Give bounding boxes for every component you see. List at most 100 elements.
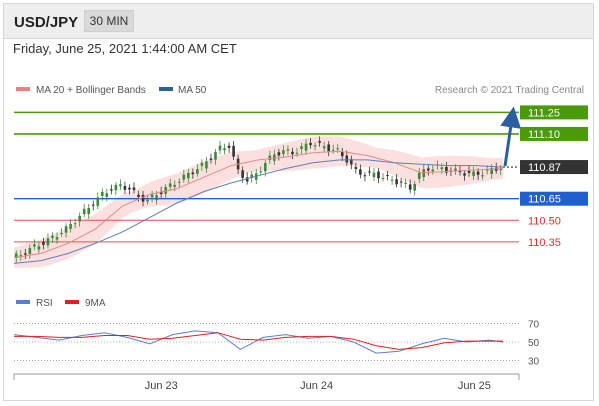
- level-label-110.65: 110.65: [528, 194, 561, 206]
- candle-body: [445, 166, 448, 173]
- price-labels: 111.25 111.10 110.65 110.50 110.35 110.87: [520, 105, 588, 249]
- legend-9ma-swatch: [65, 300, 79, 304]
- candle-body: [295, 152, 299, 154]
- candle-body: [490, 167, 493, 174]
- candle-body: [472, 171, 475, 176]
- legend-ma50-swatch: [159, 87, 173, 91]
- candle-body: [245, 177, 249, 182]
- candle-body: [282, 150, 285, 154]
- candle-body: [309, 142, 312, 146]
- candle-body: [277, 152, 281, 156]
- level-label-111.25: 111.25: [528, 107, 560, 119]
- level-tag-111.25: [520, 105, 588, 120]
- chart-header: USD/JPY 30 MIN: [4, 4, 593, 39]
- candle-body: [60, 233, 63, 235]
- candle-body: [458, 170, 462, 173]
- candles: [14, 136, 503, 263]
- candle-body: [78, 215, 81, 222]
- x-tick-label: Jun 24: [300, 380, 333, 392]
- candle-body: [114, 184, 118, 191]
- x-tick-label: Jun 25: [458, 380, 491, 392]
- candle-body: [159, 191, 163, 195]
- candle-body: [100, 191, 104, 196]
- candle-body: [14, 253, 18, 258]
- candle-body: [91, 204, 95, 206]
- candle-body: [55, 237, 59, 240]
- candle-body: [64, 226, 68, 233]
- candle-body: [173, 184, 177, 187]
- candle-body: [187, 173, 190, 179]
- rsi-level-label: 50: [528, 338, 540, 349]
- candle-body: [259, 171, 263, 173]
- legend-rsi-label: RSI: [36, 298, 53, 309]
- level-tag-111.10: [520, 126, 588, 141]
- candle-body: [227, 145, 231, 148]
- candle-body: [218, 145, 222, 151]
- currency-pair-title: USD/JPY: [14, 14, 79, 31]
- candle-body: [454, 168, 457, 171]
- candle-body: [24, 253, 27, 255]
- candle-body: [209, 158, 213, 160]
- candle-body: [273, 154, 276, 161]
- candle-body: [291, 151, 294, 155]
- current-price-label: 110.87: [528, 162, 561, 174]
- candle-body: [51, 235, 54, 238]
- candle-body: [426, 168, 430, 171]
- candle-body: [304, 143, 308, 151]
- ma20-line: [13, 150, 504, 259]
- timeframe-button[interactable]: 30 MIN: [84, 10, 134, 32]
- candle-body: [404, 182, 407, 184]
- candle-body: [263, 163, 267, 172]
- candle-body: [372, 172, 376, 178]
- candle-body: [313, 145, 317, 147]
- candle-body: [205, 161, 208, 169]
- candle-body: [499, 168, 503, 171]
- candle-body: [214, 152, 217, 160]
- candle-body: [340, 151, 344, 157]
- candle-body: [417, 172, 421, 180]
- level-label-111.10: 111.10: [528, 129, 560, 141]
- current-price-tag: [520, 160, 588, 175]
- candle-body: [96, 197, 100, 206]
- legend-ma50-label: MA 50: [178, 85, 207, 96]
- candle-body: [463, 173, 466, 176]
- rsi-line: [13, 330, 504, 354]
- candle-body: [440, 167, 444, 170]
- candle-body: [250, 174, 254, 178]
- candle-body: [322, 146, 326, 149]
- target-arrow: [500, 106, 522, 167]
- candle-body: [168, 183, 172, 187]
- candle-body: [336, 148, 340, 150]
- candle-body: [37, 246, 41, 250]
- candle-body: [132, 187, 136, 191]
- candle-body: [467, 170, 471, 173]
- level-label-110.50: 110.50: [528, 215, 561, 227]
- candle-body: [196, 169, 199, 174]
- candle-body: [110, 189, 113, 191]
- ma50-line: [13, 159, 504, 264]
- candle-body: [164, 187, 167, 194]
- legend-9ma-label: 9MA: [85, 298, 106, 309]
- candle-body: [82, 208, 86, 215]
- candle-body: [399, 181, 403, 183]
- candle-body: [268, 155, 272, 161]
- copyright-note: Research © 2021 Trading Central: [435, 85, 584, 96]
- candle-body: [105, 193, 109, 197]
- candle-body: [123, 185, 127, 190]
- candle-body: [241, 170, 244, 178]
- rsi-ma-line: [14, 332, 503, 350]
- candle-body: [150, 194, 154, 198]
- candle-body: [42, 241, 45, 245]
- chart-frame: USD/JPY 30 MIN: [3, 3, 594, 401]
- candle-body: [331, 149, 335, 151]
- x-tick-label: Jun 23: [145, 380, 178, 392]
- candle-body: [386, 175, 389, 177]
- candle-body: [481, 175, 484, 177]
- candle-body: [485, 169, 489, 171]
- candle-body: [46, 238, 50, 246]
- candle-body: [381, 178, 385, 180]
- candle-body: [69, 223, 72, 229]
- candle-body: [476, 171, 480, 175]
- candle-body: [87, 207, 91, 215]
- candle-body: [300, 146, 303, 149]
